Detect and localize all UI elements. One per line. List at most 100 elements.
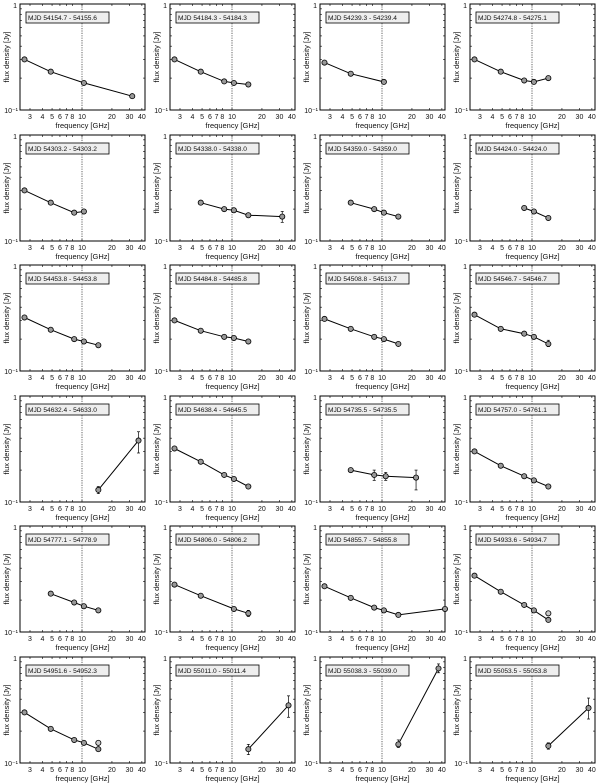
data-point xyxy=(521,330,528,337)
x-tick-label: 10 xyxy=(78,245,86,252)
x-tick-label: 20 xyxy=(258,506,266,513)
x-tick-label: 4 xyxy=(190,375,194,382)
x-tick-label: 3 xyxy=(28,636,32,643)
x-tick-label: 3 xyxy=(478,245,482,252)
x-tick-label: 6 xyxy=(208,767,212,774)
epoch-label-box xyxy=(325,11,410,24)
data-point xyxy=(230,335,237,342)
x-tick-label: 20 xyxy=(258,245,266,252)
spectrum-line xyxy=(474,450,549,487)
x-tick-label: 5 xyxy=(200,114,204,121)
x-axis-label: frequency [GHz] xyxy=(505,252,559,261)
x-tick-label: 7 xyxy=(515,245,519,252)
x-tick-label: 40 xyxy=(288,636,296,643)
x-tick-label: 7 xyxy=(65,767,69,774)
plot-frame xyxy=(19,656,146,764)
spectrum-panel: 3 4 5 6 7 8 10 20 30 40 10⁻¹ 1 frequency [GHz] flux d… xyxy=(152,3,296,130)
x-tick-label: 7 xyxy=(365,375,369,382)
y-axis-label: flux density [Jy] xyxy=(302,423,311,474)
data-point xyxy=(347,70,354,77)
spectrum-panel: 3 4 5 6 7 8 10 20 30 40 10⁻¹ 1 frequency [GHz] flux d… xyxy=(302,264,446,391)
x-tick-label: 20 xyxy=(258,767,266,774)
x-tick-label: 3 xyxy=(28,767,32,774)
x-tick-label: 10 xyxy=(378,114,386,121)
x-tick-label: 5 xyxy=(350,375,354,382)
x-tick-label: 20 xyxy=(558,375,566,382)
x-tick-label: 4 xyxy=(40,114,44,121)
x-tick-label: 3 xyxy=(28,245,32,252)
epoch-label: MJD 54424.0 - 54424.0 xyxy=(478,146,547,153)
data-point xyxy=(435,665,442,672)
y-tick-label: 10⁻¹ xyxy=(154,630,168,637)
y-axis-label: flux density [Jy] xyxy=(302,162,311,213)
y-tick-label: 1 xyxy=(163,3,167,10)
y-tick-label: 1 xyxy=(13,264,17,271)
x-axis-label: frequency [GHz] xyxy=(55,774,109,783)
x-tick-label: 4 xyxy=(340,506,344,513)
spectrum-panel: 3 4 5 6 7 8 10 20 30 40 10⁻¹ 1 frequency [GHz] flux d… xyxy=(152,656,296,783)
plot-frame xyxy=(19,525,146,633)
data-point xyxy=(71,209,78,216)
spectrum-panel: 3 4 5 6 7 8 10 20 30 40 10⁻¹ 1 frequency [GHz] flux d… xyxy=(302,395,446,522)
x-tick-label: 40 xyxy=(438,636,446,643)
y-axis-label: flux density [Jy] xyxy=(2,162,11,213)
plot-frame xyxy=(19,395,146,503)
x-tick-label: 4 xyxy=(190,506,194,513)
x-tick-label: 5 xyxy=(50,506,54,513)
x-tick-label: 7 xyxy=(365,114,369,121)
data-point xyxy=(471,573,478,580)
data-point xyxy=(197,199,204,206)
data-point xyxy=(47,725,54,732)
x-tick-label: 3 xyxy=(478,114,482,121)
epoch-label: MJD 54777.1 - 54778.9 xyxy=(28,537,97,544)
data-point xyxy=(530,334,537,341)
data-point xyxy=(521,473,528,480)
x-axis-label: frequency [GHz] xyxy=(505,513,559,522)
x-tick-label: 30 xyxy=(126,506,134,513)
data-point xyxy=(380,78,387,85)
x-tick-label: 20 xyxy=(258,636,266,643)
data-point xyxy=(80,79,87,86)
data-point xyxy=(530,208,537,215)
data-point xyxy=(80,338,87,345)
x-tick-label: 4 xyxy=(340,245,344,252)
x-tick-label: 10 xyxy=(528,375,536,382)
x-axis-label: frequency [GHz] xyxy=(205,774,259,783)
data-point xyxy=(347,199,354,206)
x-axis-label: frequency [GHz] xyxy=(55,382,109,391)
x-tick-label: 20 xyxy=(408,636,416,643)
x-tick-label: 6 xyxy=(358,506,362,513)
epoch-label-box xyxy=(25,533,110,546)
plot-frame xyxy=(19,134,146,242)
data-point xyxy=(545,742,552,749)
y-tick-label: 1 xyxy=(463,264,467,271)
x-tick-label: 20 xyxy=(108,767,116,774)
data-point xyxy=(129,93,136,100)
x-tick-label: 3 xyxy=(478,506,482,513)
data-point xyxy=(371,604,378,611)
x-tick-label: 30 xyxy=(576,245,584,252)
data-point xyxy=(347,466,354,473)
y-tick-label: 1 xyxy=(463,656,467,663)
x-tick-label: 6 xyxy=(508,636,512,643)
x-tick-label: 6 xyxy=(358,636,362,643)
data-point xyxy=(21,314,28,321)
x-tick-label: 40 xyxy=(288,245,296,252)
x-tick-label: 4 xyxy=(490,767,494,774)
x-tick-label: 30 xyxy=(576,636,584,643)
epoch-label: MJD 54303.2 - 54303.2 xyxy=(28,146,97,153)
y-tick-label: 1 xyxy=(163,525,167,532)
y-tick-label: 1 xyxy=(463,3,467,10)
spectrum-panel: 3 4 5 6 7 8 10 20 30 40 10⁻¹ 1 frequency [GHz] flux d… xyxy=(302,3,446,130)
y-tick-label: 10⁻¹ xyxy=(454,239,468,246)
data-point xyxy=(245,338,252,345)
plot-frame xyxy=(319,656,446,764)
data-point xyxy=(530,477,537,484)
y-tick-label: 10⁻¹ xyxy=(4,761,18,768)
x-tick-label: 10 xyxy=(528,636,536,643)
x-tick-label: 4 xyxy=(40,506,44,513)
x-tick-label: 4 xyxy=(490,636,494,643)
x-tick-label: 8 xyxy=(370,245,374,252)
x-axis-label: frequency [GHz] xyxy=(355,643,409,652)
data-point xyxy=(371,334,378,341)
